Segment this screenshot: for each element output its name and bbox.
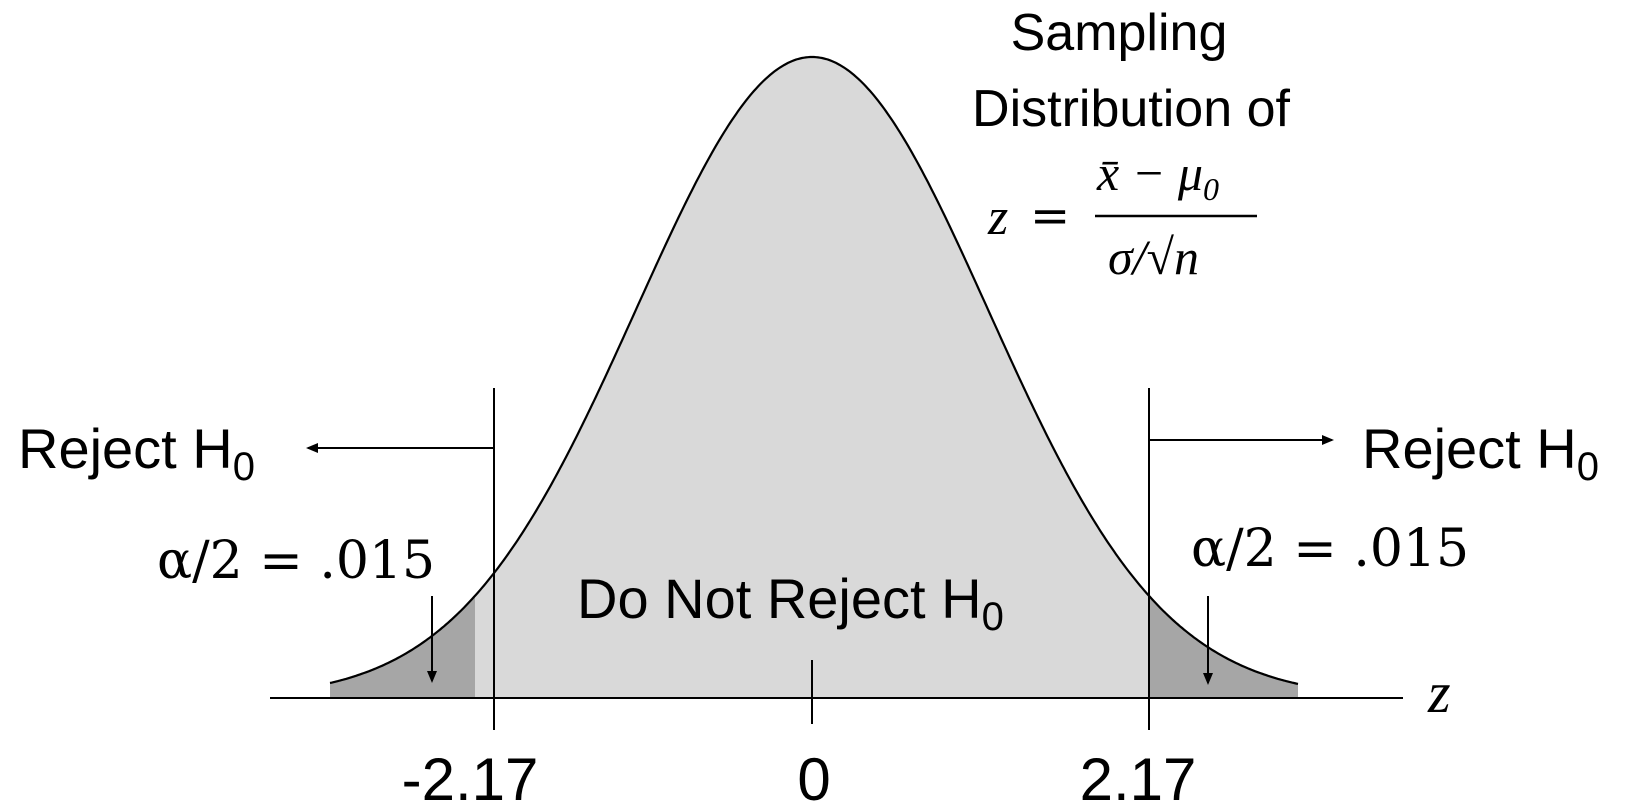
formula-numerator: x̄ − μ0 <box>1096 145 1219 207</box>
axis-label: z <box>1427 660 1451 725</box>
left-alpha-label: α/2 = .015 <box>157 531 435 591</box>
formula-lhs: z <box>987 189 1008 246</box>
formula-equals: = <box>1030 188 1070 244</box>
left-rejection-region <box>330 595 475 698</box>
center-label: Do Not Reject H0 <box>577 567 1004 639</box>
tick-label-right: 2.17 <box>1080 746 1197 806</box>
right-alpha-label: α/2 = .015 <box>1191 519 1469 579</box>
title-line-2: Distribution of <box>972 80 1290 138</box>
right-reject-label: Reject H0 <box>1362 417 1599 489</box>
title-line-1: Sampling <box>1011 4 1228 62</box>
tick-label-left: -2.17 <box>402 746 539 806</box>
right-rejection-region <box>1149 595 1298 698</box>
acceptance-region <box>475 57 1149 698</box>
formula-denominator: σ/√n <box>1108 229 1199 285</box>
normal-curve <box>329 55 1299 685</box>
left-reject-label: Reject H0 <box>18 417 255 489</box>
tick-label-center: 0 <box>797 746 830 806</box>
